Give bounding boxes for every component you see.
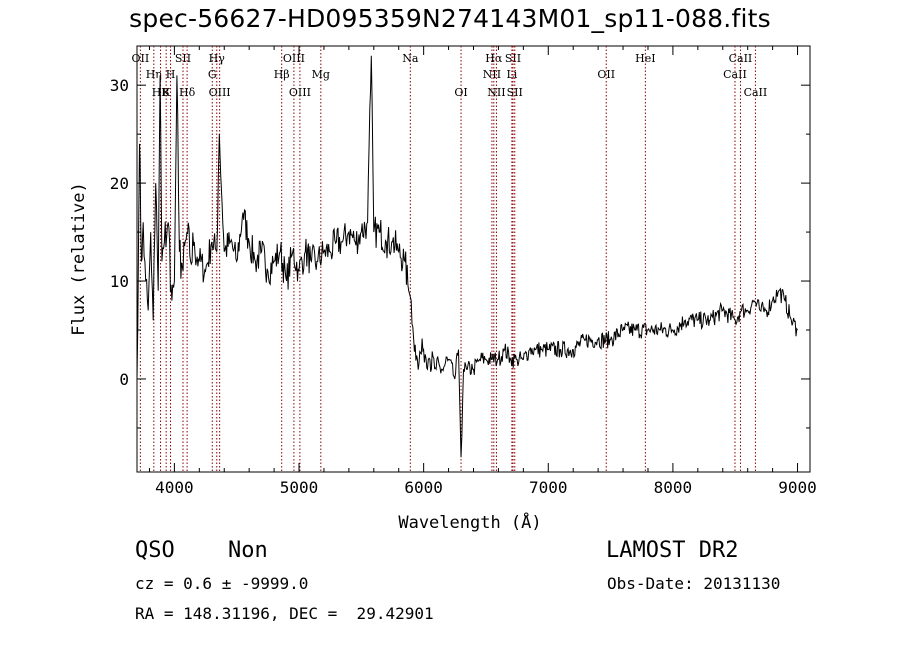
object-subclass: Non xyxy=(228,538,268,563)
line-marker-label: OI xyxy=(454,86,467,99)
line-marker-label: Mg xyxy=(312,68,330,81)
line-marker-label: OII xyxy=(132,52,150,65)
line-marker-label: OIII xyxy=(283,52,305,65)
line-marker-label: Hδ xyxy=(179,86,196,99)
survey-name: LAMOST DR2 xyxy=(606,538,739,563)
y-tick-label: 20 xyxy=(110,174,129,193)
obs-date: Obs-Date: 20131130 xyxy=(607,574,781,593)
line-marker-label: SII xyxy=(507,86,523,99)
chart-title: spec-56627-HD095359N274143M01_sp11-088.f… xyxy=(129,4,771,33)
line-markers: OIIHηHBKHSIIHδGHγOIIIHβOIIIOIIIMgNaOINII… xyxy=(132,46,768,472)
line-marker-label: OII xyxy=(597,68,615,81)
axis-ticks: 4000 5000 6000 7000 8000 9000 0 10 20 30 xyxy=(110,46,817,497)
y-tick-label: 30 xyxy=(110,76,129,95)
series-layer xyxy=(136,55,798,458)
coordinates: RA = 148.31196, DEC = 29.42901 xyxy=(135,604,434,623)
x-tick-label: 5000 xyxy=(280,478,319,497)
line-marker-label: SII xyxy=(175,52,191,65)
x-tick-label: 4000 xyxy=(155,478,194,497)
spectrum-line xyxy=(136,55,798,458)
line-marker-label: OIII xyxy=(209,86,231,99)
line-marker-label: K xyxy=(162,86,171,99)
line-marker-label: Na xyxy=(402,52,419,65)
y-axis-label: Flux (relative) xyxy=(69,182,89,336)
object-class: QSO xyxy=(135,538,175,563)
line-marker-label: Hα xyxy=(485,52,503,65)
line-marker-label: CaII xyxy=(729,52,753,65)
line-marker-label: SII xyxy=(505,52,521,65)
y-tick-label: 0 xyxy=(119,370,129,389)
x-tick-label: 8000 xyxy=(654,478,693,497)
x-tick-label: 7000 xyxy=(529,478,568,497)
x-tick-label: 9000 xyxy=(778,478,817,497)
x-tick-label: 6000 xyxy=(404,478,443,497)
line-marker-label: Hη xyxy=(146,68,162,81)
line-marker-label: CaII xyxy=(744,86,768,99)
line-marker-label: NII xyxy=(487,86,505,99)
line-marker-label: CaII xyxy=(723,68,747,81)
y-tick-label: 10 xyxy=(110,272,129,291)
line-marker-label: Li xyxy=(506,68,517,81)
x-axis-label: Wavelength (Å) xyxy=(398,511,541,533)
line-marker-label: Hγ xyxy=(209,52,226,65)
cz-value: cz = 0.6 ± -9999.0 xyxy=(135,574,309,593)
line-marker-label: HeI xyxy=(635,52,655,65)
line-marker-label: G xyxy=(208,68,217,81)
line-marker-label: NII xyxy=(483,68,501,81)
line-marker-label: OIII xyxy=(289,86,311,99)
line-marker-label: H xyxy=(166,68,176,81)
line-marker-label: Hβ xyxy=(274,68,290,81)
